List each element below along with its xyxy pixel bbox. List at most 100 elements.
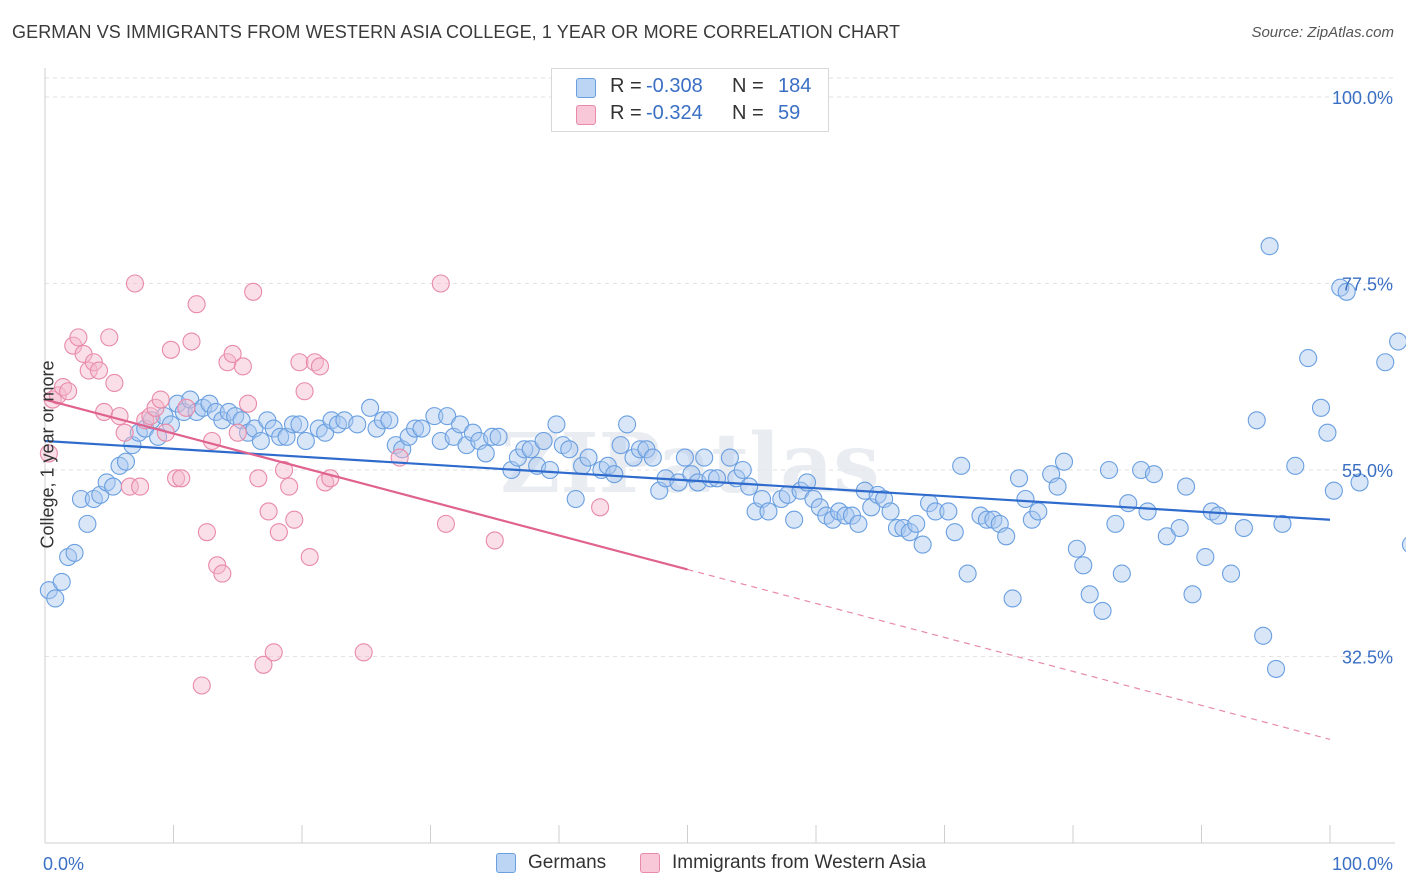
data-point <box>1234 518 1253 538</box>
data-point <box>264 643 283 662</box>
data-point <box>485 531 504 550</box>
legend-n-label: N = <box>732 102 764 124</box>
data-point <box>151 390 170 409</box>
data-point <box>958 564 977 583</box>
data-point <box>1286 456 1305 475</box>
data-point <box>1260 237 1279 256</box>
data-point <box>161 340 180 359</box>
data-point <box>1389 332 1406 351</box>
legend-r-label: R = <box>610 102 642 124</box>
data-point <box>611 436 630 455</box>
trend-line-extrapolated <box>687 568 1331 740</box>
data-point <box>213 564 232 583</box>
data-point <box>591 498 610 517</box>
legend-swatch-germans <box>576 78 596 98</box>
data-point <box>605 465 624 484</box>
data-point <box>274 460 294 480</box>
y-tick-label: 77.5% <box>1342 275 1393 295</box>
data-point <box>1106 514 1125 533</box>
axes <box>44 68 1395 844</box>
data-point <box>1054 452 1074 471</box>
data-point <box>1138 502 1157 521</box>
data-point <box>708 469 727 488</box>
data-point <box>373 411 393 430</box>
axis-ticks <box>44 825 1331 843</box>
legend-n-value: 184 <box>778 75 812 97</box>
data-point <box>1099 460 1119 480</box>
data-point <box>172 469 191 488</box>
data-point <box>534 431 553 451</box>
trend-lines <box>44 398 1331 740</box>
data-point <box>95 402 114 422</box>
data-point <box>997 527 1016 546</box>
y-tick-label: 55.0% <box>1342 461 1393 481</box>
data-point <box>1222 564 1241 583</box>
data-point <box>1112 564 1131 583</box>
data-point <box>618 415 637 434</box>
data-point <box>643 448 662 467</box>
data-point <box>104 477 123 496</box>
data-point <box>1029 502 1048 521</box>
data-point <box>125 274 144 293</box>
data-point <box>952 456 971 475</box>
data-point <box>1337 282 1356 301</box>
data-point <box>675 448 694 467</box>
data-point <box>100 328 119 347</box>
legend-n-label: N = <box>732 75 764 97</box>
x-tick-labels: 0.0% 100.0% <box>43 854 1393 874</box>
bottom-legend-label: Immigrants from Western Asia <box>672 852 927 873</box>
data-point <box>540 460 560 480</box>
data-point <box>361 398 380 417</box>
data-point <box>436 514 455 533</box>
data-point <box>192 676 211 695</box>
data-point <box>1401 537 1406 553</box>
data-point <box>489 427 508 446</box>
data-point <box>785 510 804 529</box>
x-tick-label-max: 100.0% <box>1332 854 1393 874</box>
chart-title: GERMAN VS IMMIGRANTS FROM WESTERN ASIA C… <box>12 22 901 42</box>
data-point <box>759 502 778 521</box>
x-tick-label-min: 0.0% <box>43 854 84 874</box>
data-point <box>249 469 268 488</box>
data-point <box>630 440 650 459</box>
data-point <box>669 473 688 492</box>
data-point <box>116 452 136 471</box>
data-point <box>69 328 88 347</box>
immigrant-points <box>39 274 610 695</box>
legend-swatch-immigrants <box>576 105 596 125</box>
data-point <box>849 514 868 533</box>
data-point <box>1009 469 1029 488</box>
trend-line <box>44 398 688 571</box>
source-label: Source: ZipAtlas.com <box>1251 24 1394 41</box>
data-point <box>1093 601 1112 620</box>
data-point <box>1157 527 1176 546</box>
data-point <box>354 643 373 662</box>
data-point <box>244 282 263 301</box>
data-point <box>295 382 314 401</box>
data-point <box>1196 547 1215 567</box>
data-point <box>1183 585 1202 604</box>
bottom-legend-label: Germans <box>528 852 607 873</box>
data-point <box>52 572 71 591</box>
data-point <box>1080 585 1099 604</box>
data-point <box>120 477 139 496</box>
data-point <box>105 373 124 393</box>
data-point <box>59 382 78 401</box>
correlation-legend: R = -0.308 N = 184 R = -0.324 N = 59 <box>551 68 829 132</box>
data-point <box>110 407 129 426</box>
data-point <box>182 332 201 351</box>
data-point <box>296 431 315 451</box>
data-point <box>65 543 84 562</box>
legend-n-value: 59 <box>778 102 801 124</box>
data-point <box>1273 514 1292 533</box>
data-point <box>177 398 196 417</box>
data-point <box>836 506 855 525</box>
data-point <box>197 523 216 542</box>
data-point <box>348 415 367 434</box>
legend-r-label: R = <box>610 75 642 97</box>
data-point <box>1266 659 1286 678</box>
data-point <box>579 448 598 467</box>
data-point <box>280 477 299 496</box>
data-point <box>39 444 58 463</box>
